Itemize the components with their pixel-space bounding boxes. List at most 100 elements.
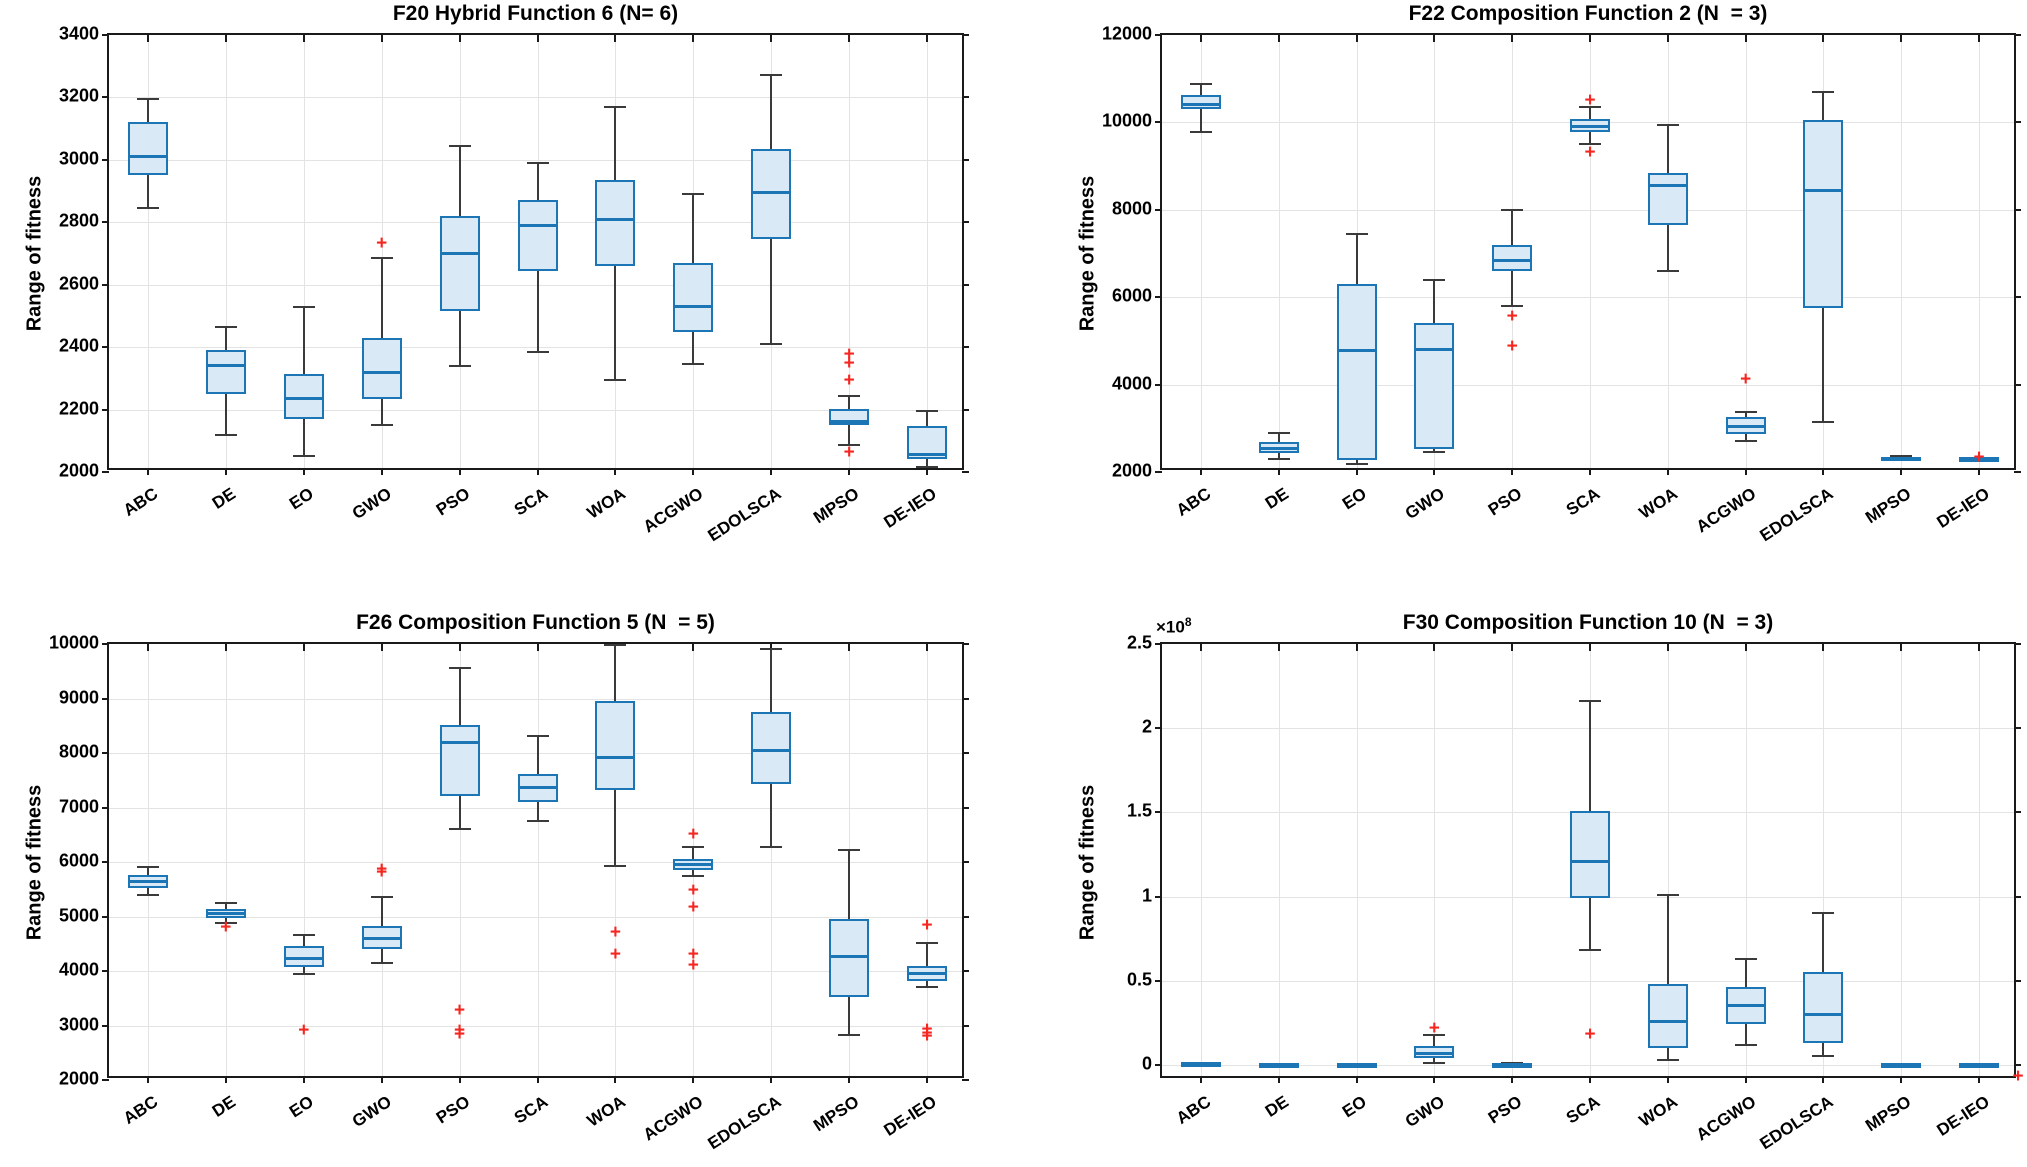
x-tick-top xyxy=(1978,644,1981,651)
x-tick-label-woa: WOA xyxy=(1635,484,1682,523)
x-tick-top xyxy=(1355,644,1358,651)
x-tick-bottom xyxy=(1433,1076,1436,1083)
whisker-cap-top xyxy=(1734,410,1757,413)
median-line xyxy=(907,972,948,976)
whisker-cap-bottom xyxy=(136,207,159,210)
h-gridline xyxy=(1162,209,2014,211)
iqr-box xyxy=(1647,172,1688,226)
whisker-cap-bottom xyxy=(1267,457,1290,460)
iqr-box xyxy=(439,216,480,312)
whisker-cap-bottom xyxy=(838,444,861,447)
y-tick-left xyxy=(1155,383,1162,386)
x-tick-bottom xyxy=(614,1076,617,1083)
outlier-marker: + xyxy=(843,353,855,375)
y-tick-label: 3200 xyxy=(58,85,99,106)
x-tick-label-gwo: GWO xyxy=(1401,1092,1448,1132)
whisker-cap-top xyxy=(760,648,783,651)
outlier-marker: + xyxy=(921,915,933,937)
median-line xyxy=(205,911,246,915)
median-line xyxy=(1803,188,1844,192)
whisker-cap-top xyxy=(682,845,705,848)
whisker-cap-bottom xyxy=(604,864,627,867)
y-tick-right xyxy=(962,346,969,349)
median-line xyxy=(361,936,402,940)
v-gridline xyxy=(381,35,383,468)
x-tick-bottom xyxy=(536,1076,539,1083)
iqr-box xyxy=(595,180,636,266)
x-tick-label-abc: ABC xyxy=(120,1092,162,1129)
y-tick-label: 2600 xyxy=(58,273,99,294)
x-tick-top xyxy=(692,35,695,42)
iqr-box xyxy=(439,724,480,796)
outlier-marker: + xyxy=(843,344,855,366)
y-tick-right xyxy=(2014,895,2021,898)
whisker-cap-top xyxy=(760,73,783,76)
outlier-marker: + xyxy=(1428,1018,1440,1040)
whisker-cap-bottom xyxy=(448,828,471,831)
y-tick-label: 6000 xyxy=(58,850,99,871)
x-tick-top xyxy=(1822,35,1825,42)
x-tick-label-mpso: MPSO xyxy=(1862,1092,1915,1136)
y-tick-right xyxy=(2014,727,2021,730)
whisker-line xyxy=(926,942,929,988)
whisker-cap-top xyxy=(448,144,471,147)
v-gridline xyxy=(1901,644,1903,1076)
x-tick-bottom xyxy=(380,1076,383,1083)
y-tick-left xyxy=(1155,643,1162,645)
whisker-cap-bottom xyxy=(1423,451,1446,454)
x-tick-label-acgwo: ACGWO xyxy=(1692,1092,1759,1145)
x-tick-top xyxy=(1666,644,1669,651)
v-gridline xyxy=(927,35,929,468)
y-tick-label: 2 xyxy=(1141,716,1152,737)
y-tick-label: 2000 xyxy=(58,460,99,481)
x-tick-top xyxy=(1511,35,1514,42)
median-line xyxy=(1492,258,1533,262)
v-gridline xyxy=(927,644,929,1076)
x-tick-top xyxy=(1900,644,1903,651)
x-tick-top xyxy=(536,644,539,651)
y-tick-label: 4000 xyxy=(1111,373,1152,394)
y-tick-left xyxy=(1155,34,1162,36)
y-tick-left xyxy=(102,697,109,700)
median-line xyxy=(439,252,480,255)
y-tick-right xyxy=(2014,208,2021,211)
h-gridline xyxy=(1162,728,2014,730)
whisker-cap-bottom xyxy=(916,466,939,469)
median-line xyxy=(439,740,480,744)
v-gridline xyxy=(1200,35,1202,468)
whisker-cap-top xyxy=(604,644,627,647)
h-gridline xyxy=(1162,384,2014,386)
whisker-cap-bottom xyxy=(1812,1055,1835,1058)
iqr-box xyxy=(283,373,324,419)
whisker-cap-top xyxy=(838,395,861,398)
x-tick-label-edolsca: EDOLSCA xyxy=(1756,484,1837,546)
y-tick-right xyxy=(962,806,969,809)
x-tick-top xyxy=(1199,644,1202,651)
y-tick-left xyxy=(102,861,109,863)
y-tick-right xyxy=(962,96,969,99)
outlier-marker: + xyxy=(1584,89,1596,111)
outlier-marker: + xyxy=(1740,369,1752,391)
x-tick-label-woa: WOA xyxy=(583,1092,629,1131)
x-tick-top xyxy=(380,644,383,651)
x-tick-top xyxy=(614,35,617,42)
outlier-marker: + xyxy=(454,1020,466,1042)
x-tick-label-eo: EO xyxy=(286,1092,318,1122)
v-gridline xyxy=(849,35,851,468)
x-tick-bottom xyxy=(458,468,461,475)
median-line xyxy=(1570,859,1610,863)
y-tick-right xyxy=(962,1024,969,1027)
y-tick-left xyxy=(102,408,109,411)
median-line xyxy=(1725,1004,1766,1008)
chart-title-f30: F30 Composition Function 10 (N = 3) xyxy=(1402,611,1774,634)
h-gridline xyxy=(109,284,962,286)
y-tick-left xyxy=(102,158,109,161)
x-tick-label-mpso: MPSO xyxy=(1862,484,1915,528)
iqr-box xyxy=(1414,323,1455,449)
whisker-cap-bottom xyxy=(1501,304,1524,307)
whisker-cap-bottom xyxy=(214,433,237,436)
outlier-marker: + xyxy=(298,1020,310,1042)
v-gridline xyxy=(1901,35,1903,468)
whisker-cap-bottom xyxy=(1656,269,1679,272)
outlier-marker: + xyxy=(687,896,699,918)
